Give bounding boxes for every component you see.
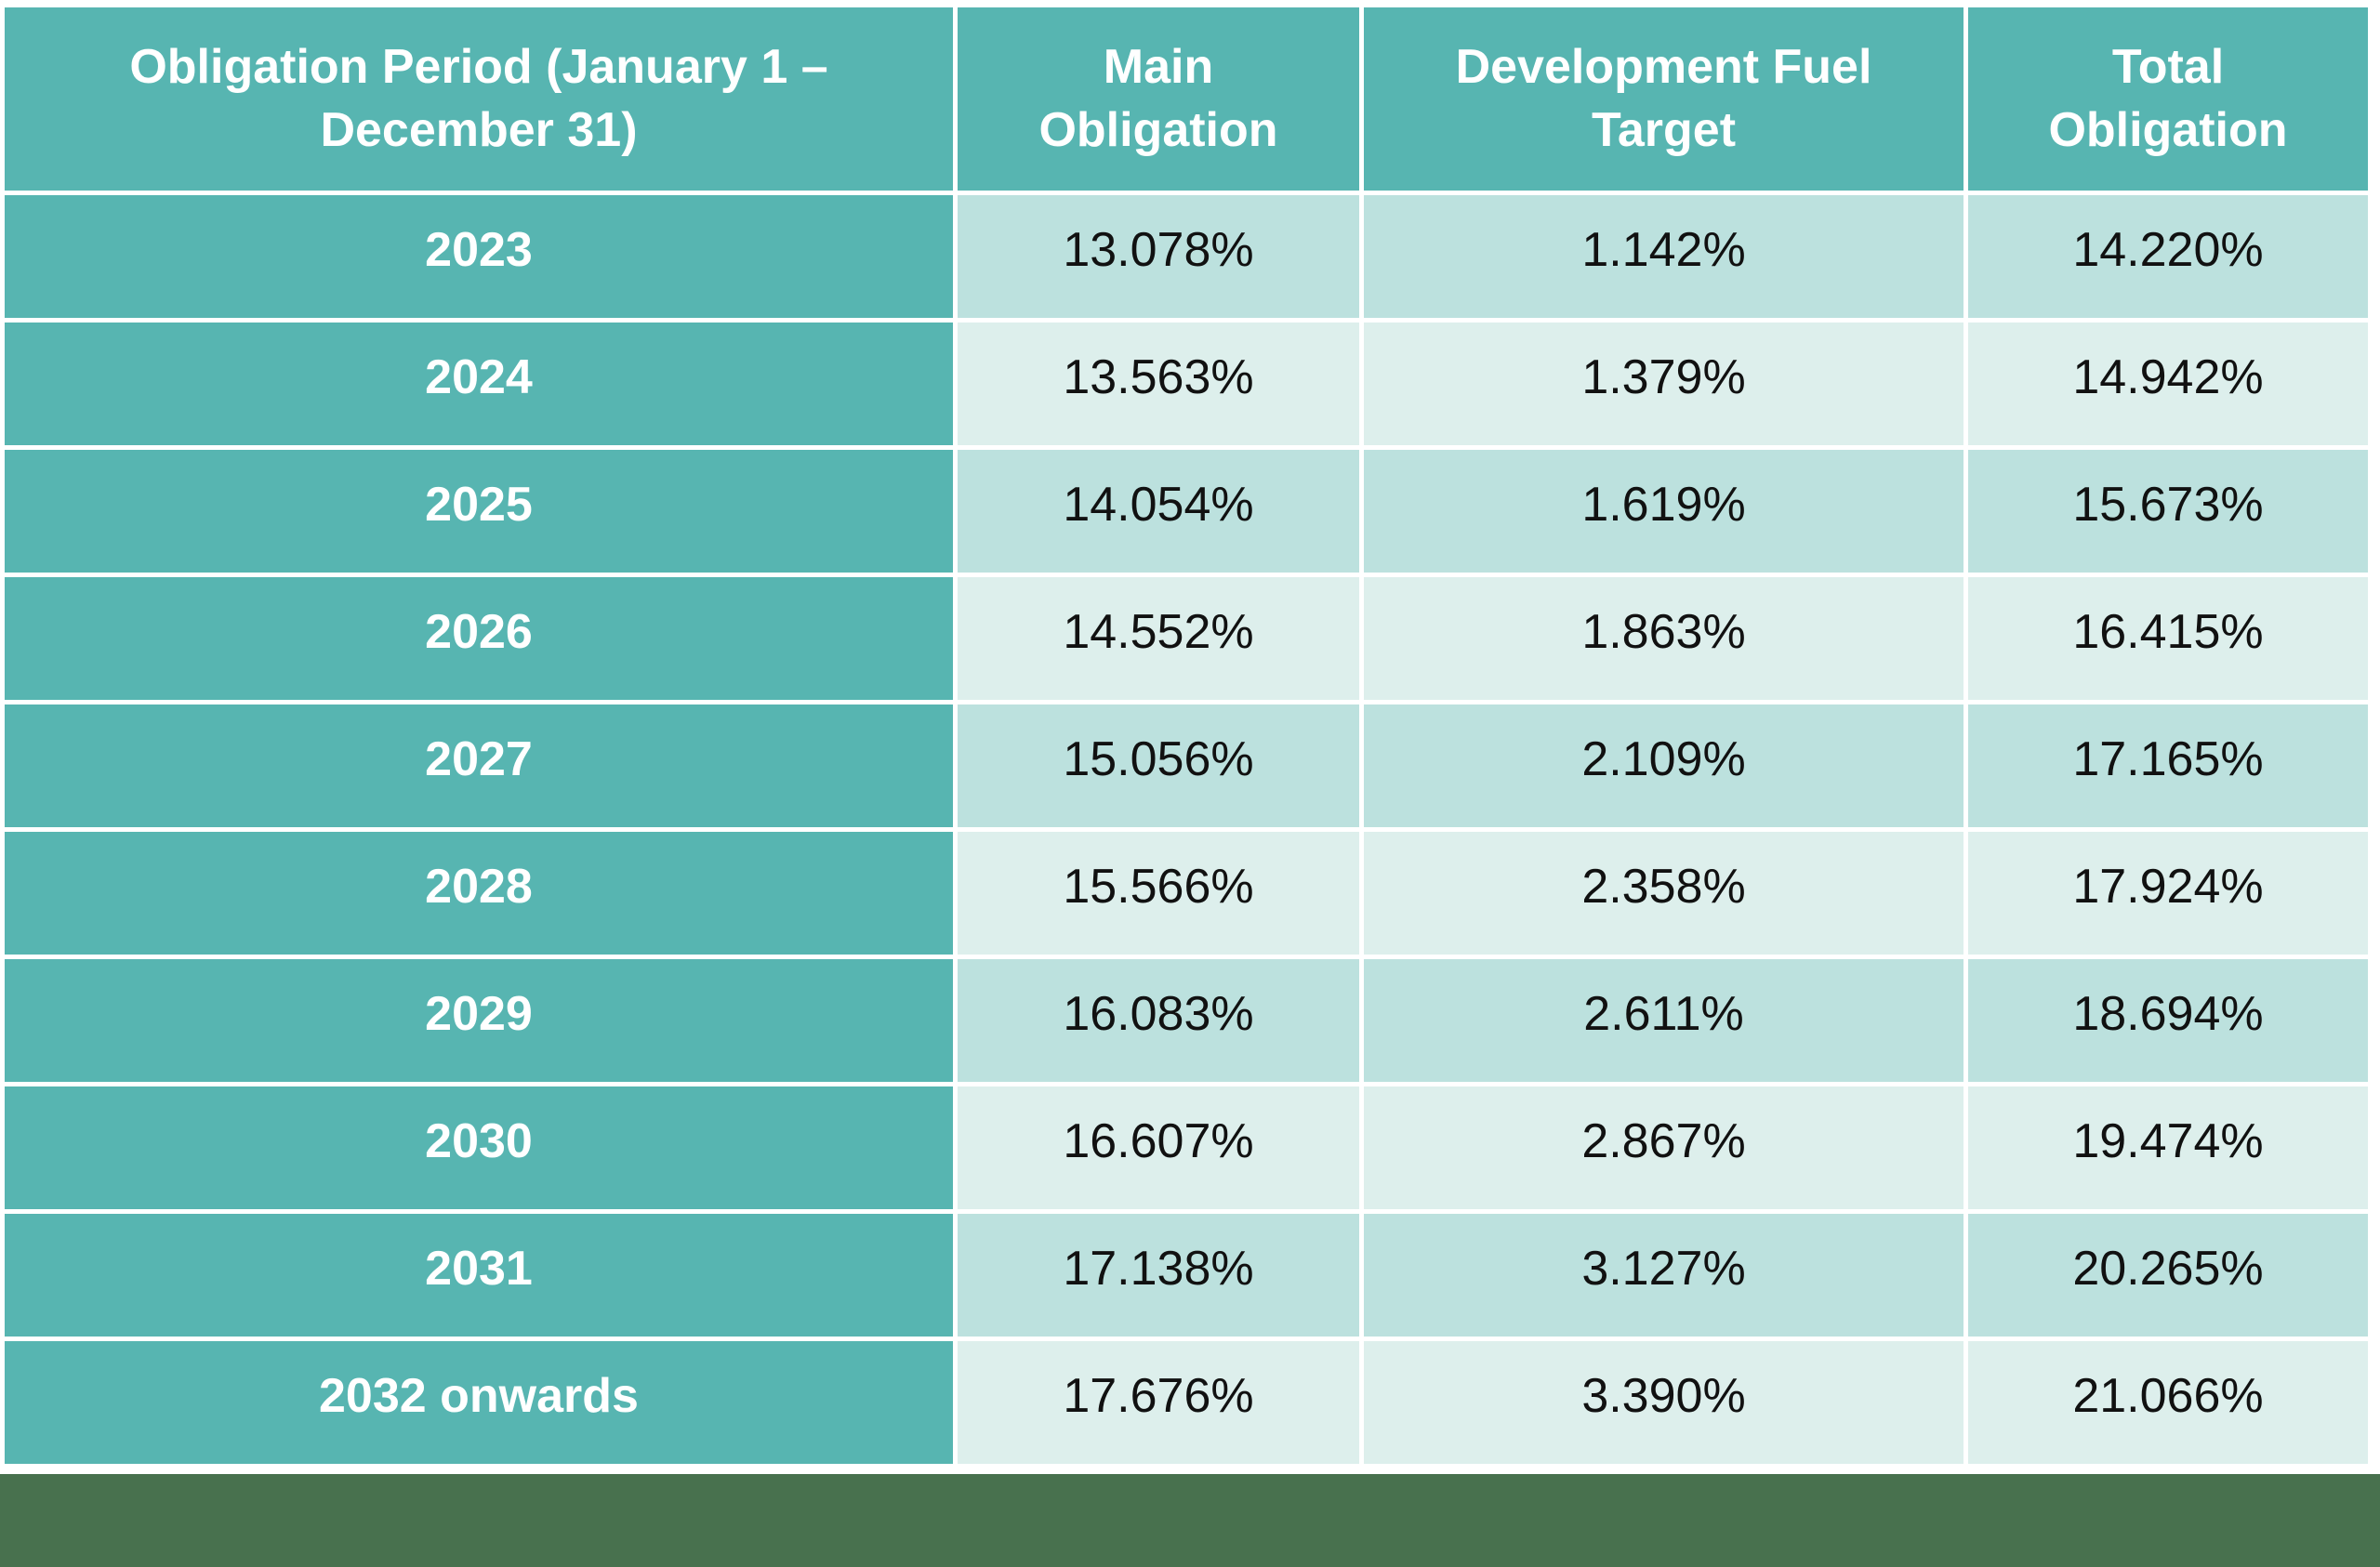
main-obligation-cell: 14.552%: [958, 577, 1359, 700]
total-obligation-cell: 14.220%: [1968, 195, 2368, 318]
main-obligation-cell: 13.563%: [958, 323, 1359, 445]
page: Obligation Period (January 1 – December …: [0, 3, 2380, 1567]
main-obligation-cell: 16.607%: [958, 1086, 1359, 1209]
period-cell: 2025: [5, 450, 953, 573]
table-row: 2023 13.078% 1.142% 14.220%: [5, 195, 2368, 318]
table-row: 2025 14.054% 1.619% 15.673%: [5, 450, 2368, 573]
period-cell: 2032 onwards: [5, 1341, 953, 1464]
table-row: 2032 onwards 17.676% 3.390% 21.066%: [5, 1341, 2368, 1464]
period-cell: 2027: [5, 704, 953, 827]
total-obligation-cell: 14.942%: [1968, 323, 2368, 445]
development-fuel-target-cell: 2.867%: [1364, 1086, 1964, 1209]
period-cell: 2023: [5, 195, 953, 318]
development-fuel-target-cell: 1.142%: [1364, 195, 1964, 318]
total-obligation-cell: 15.673%: [1968, 450, 2368, 573]
footer-bar: [0, 1474, 2380, 1567]
total-obligation-cell: 17.165%: [1968, 704, 2368, 827]
period-cell: 2031: [5, 1214, 953, 1337]
development-fuel-target-cell: 1.619%: [1364, 450, 1964, 573]
table-row: 2030 16.607% 2.867% 19.474%: [5, 1086, 2368, 1209]
main-obligation-cell: 16.083%: [958, 959, 1359, 1082]
development-fuel-target-cell: 3.390%: [1364, 1341, 1964, 1464]
period-cell: 2026: [5, 577, 953, 700]
main-obligation-cell: 13.078%: [958, 195, 1359, 318]
table-body: 2023 13.078% 1.142% 14.220% 2024 13.563%…: [5, 195, 2368, 1464]
period-cell: 2024: [5, 323, 953, 445]
table-row: 2031 17.138% 3.127% 20.265%: [5, 1214, 2368, 1337]
main-obligation-cell: 17.676%: [958, 1341, 1359, 1464]
obligation-table: Obligation Period (January 1 – December …: [0, 3, 2373, 1468]
development-fuel-target-cell: 1.379%: [1364, 323, 1964, 445]
column-header-obligation-period: Obligation Period (January 1 – December …: [5, 7, 953, 191]
main-obligation-cell: 17.138%: [958, 1214, 1359, 1337]
main-obligation-cell: 14.054%: [958, 450, 1359, 573]
column-header-development-fuel-target: Development Fuel Target: [1364, 7, 1964, 191]
total-obligation-cell: 21.066%: [1968, 1341, 2368, 1464]
header-row: Obligation Period (January 1 – December …: [5, 7, 2368, 191]
period-cell: 2030: [5, 1086, 953, 1209]
development-fuel-target-cell: 1.863%: [1364, 577, 1964, 700]
development-fuel-target-cell: 2.358%: [1364, 832, 1964, 955]
column-header-total-obligation: Total Obligation: [1968, 7, 2368, 191]
table-row: 2024 13.563% 1.379% 14.942%: [5, 323, 2368, 445]
development-fuel-target-cell: 2.109%: [1364, 704, 1964, 827]
development-fuel-target-cell: 2.611%: [1364, 959, 1964, 1082]
column-header-main-obligation: Main Obligation: [958, 7, 1359, 191]
main-obligation-cell: 15.566%: [958, 832, 1359, 955]
total-obligation-cell: 16.415%: [1968, 577, 2368, 700]
table-row: 2026 14.552% 1.863% 16.415%: [5, 577, 2368, 700]
table-row: 2027 15.056% 2.109% 17.165%: [5, 704, 2368, 827]
period-cell: 2028: [5, 832, 953, 955]
total-obligation-cell: 18.694%: [1968, 959, 2368, 1082]
table-row: 2029 16.083% 2.611% 18.694%: [5, 959, 2368, 1082]
total-obligation-cell: 19.474%: [1968, 1086, 2368, 1209]
table-row: 2028 15.566% 2.358% 17.924%: [5, 832, 2368, 955]
main-obligation-cell: 15.056%: [958, 704, 1359, 827]
total-obligation-cell: 17.924%: [1968, 832, 2368, 955]
total-obligation-cell: 20.265%: [1968, 1214, 2368, 1337]
development-fuel-target-cell: 3.127%: [1364, 1214, 1964, 1337]
period-cell: 2029: [5, 959, 953, 1082]
